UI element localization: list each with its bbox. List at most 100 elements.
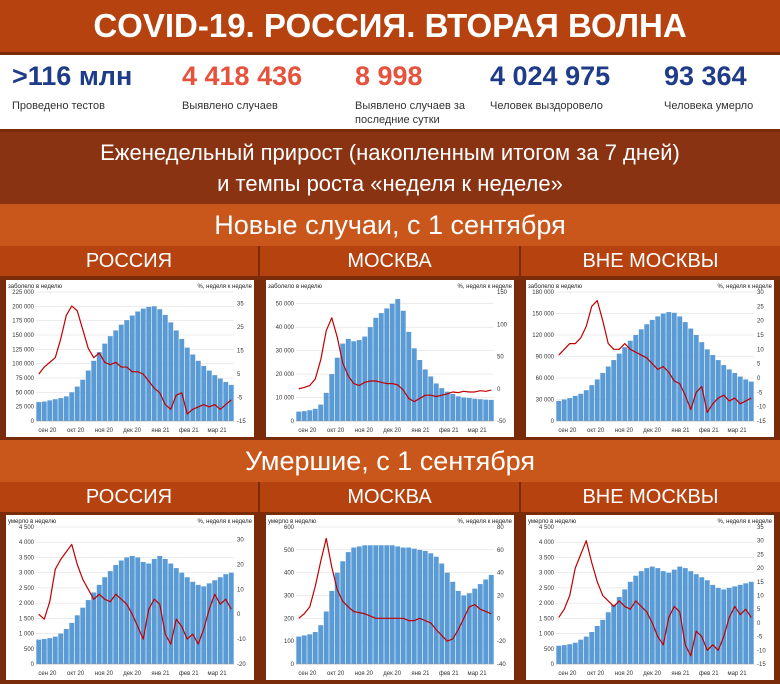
bar bbox=[622, 589, 628, 664]
bar bbox=[556, 645, 562, 664]
right-tick-label: 0 bbox=[237, 612, 241, 618]
left-tick-label: 0 bbox=[291, 662, 295, 668]
bar bbox=[616, 353, 622, 421]
x-tick-label: ноя 20 bbox=[355, 671, 374, 677]
bar bbox=[307, 410, 313, 421]
bar bbox=[578, 393, 584, 421]
bar bbox=[329, 590, 335, 664]
chart-svg: заболело в неделю %, неделя к неделе 0 10 0… bbox=[268, 284, 513, 434]
bar bbox=[627, 581, 633, 664]
bar bbox=[732, 586, 738, 664]
bar bbox=[356, 546, 362, 664]
chart-deaths-moscow: умерло в неделю%, неделя к неделе 0 100 200… bbox=[266, 515, 514, 680]
bar bbox=[201, 586, 207, 664]
bar bbox=[688, 571, 694, 664]
bar bbox=[748, 581, 754, 664]
bar bbox=[74, 615, 80, 664]
x-tick-label: сен 20 bbox=[298, 671, 317, 677]
left-tick-label: 175 000 bbox=[12, 319, 34, 325]
bar bbox=[616, 597, 622, 664]
bar bbox=[113, 565, 119, 664]
bar bbox=[351, 341, 357, 421]
bar bbox=[461, 595, 467, 664]
left-tick-label: 500 bbox=[544, 647, 555, 653]
stat-tests-value: >116 млн bbox=[12, 61, 133, 91]
left-axis-label: умерло в неделю bbox=[528, 519, 577, 525]
bar bbox=[400, 547, 406, 664]
bar bbox=[301, 411, 307, 421]
right-tick-label: -10 bbox=[757, 648, 766, 654]
x-tick-label: янв 21 bbox=[151, 671, 170, 677]
left-tick-label: 3 000 bbox=[19, 571, 35, 577]
right-tick-label: 0 bbox=[757, 376, 761, 382]
bar bbox=[296, 411, 302, 421]
bar bbox=[362, 545, 368, 664]
bar bbox=[737, 584, 743, 664]
left-tick-label: 1 000 bbox=[539, 632, 555, 638]
bar bbox=[212, 375, 218, 421]
x-tick-label: сен 20 bbox=[558, 671, 577, 677]
bar bbox=[102, 577, 108, 664]
left-tick-label: 30 000 bbox=[536, 398, 555, 404]
left-tick-label: 2 500 bbox=[539, 586, 555, 592]
x-tick-label: сен 20 bbox=[38, 428, 57, 434]
right-tick-label: 150 bbox=[497, 290, 508, 296]
bar bbox=[406, 331, 412, 421]
bar bbox=[206, 583, 212, 664]
bar bbox=[466, 398, 472, 421]
bar bbox=[340, 343, 346, 421]
bar bbox=[329, 374, 335, 421]
x-tick-label: окт 20 bbox=[587, 428, 605, 434]
left-tick-label: 10 000 bbox=[276, 396, 295, 402]
bar bbox=[85, 600, 91, 664]
left-tick-label: 20 000 bbox=[276, 372, 295, 378]
bar bbox=[682, 568, 688, 664]
x-tick-label: дек 20 bbox=[383, 671, 401, 677]
left-tick-label: 4 500 bbox=[19, 525, 35, 531]
stat-deaths: 93 364 Человека умерло bbox=[664, 61, 753, 113]
x-tick-label: фев 21 bbox=[699, 671, 719, 677]
bar bbox=[655, 568, 661, 664]
bar bbox=[63, 628, 69, 664]
right-tick-label: 5 bbox=[757, 607, 761, 613]
bar bbox=[693, 574, 699, 664]
bar bbox=[318, 404, 324, 421]
bar bbox=[118, 324, 124, 421]
bar bbox=[704, 580, 710, 664]
right-tick-label: 20 bbox=[237, 562, 244, 568]
bar bbox=[47, 400, 53, 421]
x-tick-label: ноя 20 bbox=[95, 671, 114, 677]
left-tick-label: 600 bbox=[284, 525, 295, 531]
right-tick-label: -15 bbox=[757, 419, 766, 425]
bar bbox=[605, 366, 611, 421]
bar bbox=[649, 319, 655, 421]
left-tick-label: 150 000 bbox=[12, 333, 34, 339]
left-tick-label: 100 bbox=[284, 639, 295, 645]
bar bbox=[572, 642, 578, 664]
bar bbox=[466, 593, 472, 664]
left-tick-label: 0 bbox=[291, 419, 295, 425]
bar bbox=[345, 338, 351, 421]
right-tick-label: -10 bbox=[757, 405, 766, 411]
x-tick-label: янв 21 bbox=[411, 428, 430, 434]
stat-deaths-label: Человека умерло bbox=[664, 100, 754, 112]
bar bbox=[477, 584, 483, 664]
right-tick-label: 10 bbox=[237, 587, 244, 593]
left-tick-label: 3 000 bbox=[539, 571, 555, 577]
bar bbox=[157, 555, 163, 664]
bar bbox=[146, 306, 152, 421]
bar bbox=[217, 577, 223, 664]
bar bbox=[483, 399, 489, 421]
bar bbox=[102, 343, 108, 421]
bar bbox=[135, 557, 141, 664]
chart-new-russia: заболело в неделю %, неделя к неделе 0 25 0… bbox=[6, 280, 254, 437]
bar bbox=[600, 619, 606, 664]
bar bbox=[367, 327, 373, 421]
left-tick-label: 3 500 bbox=[19, 555, 35, 561]
bar bbox=[384, 308, 390, 421]
bar bbox=[439, 388, 445, 421]
region-row-new: РОССИЯ МОСКВА ВНЕ МОСКВЫ bbox=[0, 246, 780, 276]
bar bbox=[58, 398, 64, 421]
growth-line bbox=[558, 540, 752, 657]
left-tick-label: 2 000 bbox=[539, 601, 555, 607]
